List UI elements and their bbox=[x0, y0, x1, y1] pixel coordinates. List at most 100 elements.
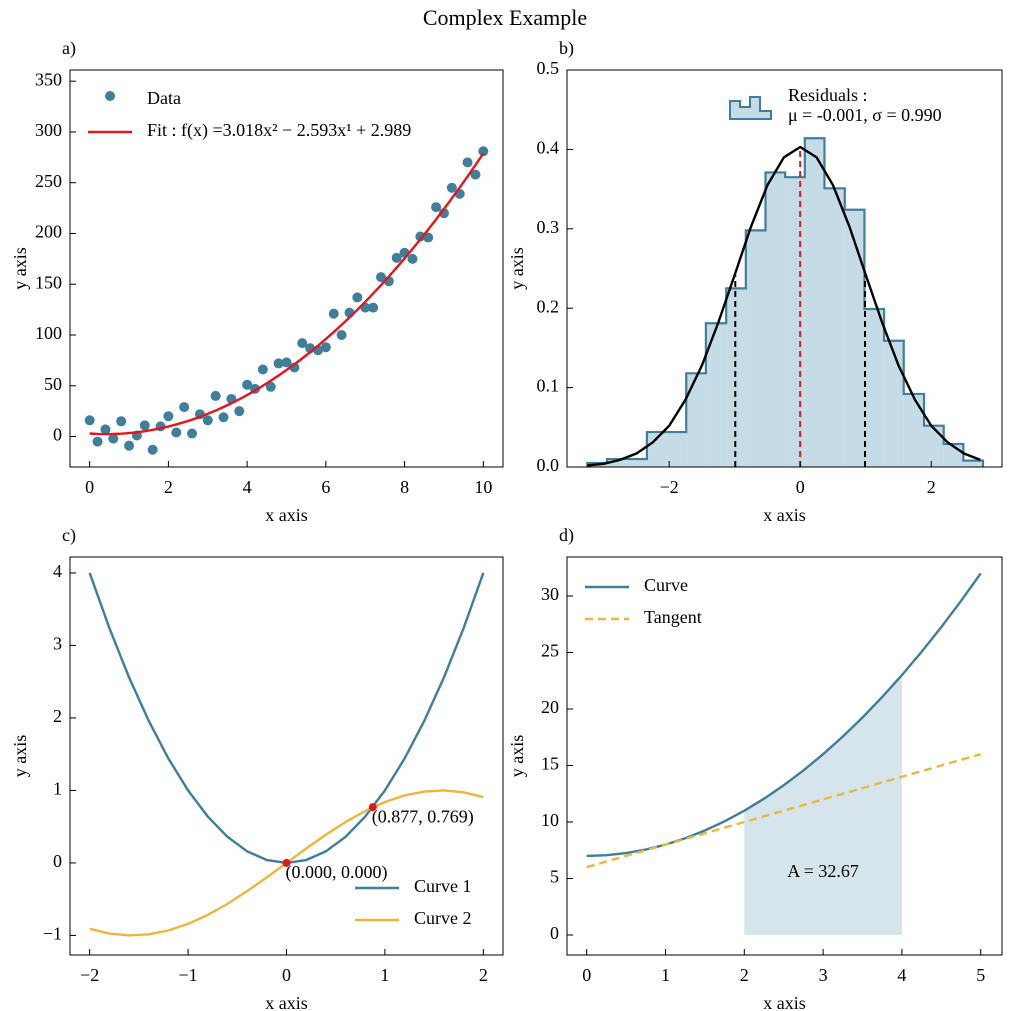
panel-label: b) bbox=[559, 38, 574, 59]
x-tick-label: −2 bbox=[660, 477, 679, 497]
point-label: (0.877, 0.769) bbox=[372, 806, 474, 827]
annotation: A = 32.67 bbox=[787, 861, 859, 881]
axes-frame bbox=[566, 556, 1003, 956]
scatter-point bbox=[210, 390, 221, 401]
scatter-point bbox=[391, 252, 402, 263]
x-axis-label: x axis bbox=[763, 505, 806, 525]
scatter-point bbox=[84, 415, 95, 426]
x-axis-label: x axis bbox=[763, 993, 806, 1011]
scatter-point bbox=[265, 381, 276, 392]
hist-bar bbox=[963, 460, 984, 467]
y-axis-label: y axis bbox=[10, 247, 30, 290]
hist-bar bbox=[646, 432, 667, 467]
y-axis-label: y axis bbox=[507, 247, 527, 290]
line bbox=[586, 753, 982, 869]
plot-area bbox=[586, 137, 985, 467]
legend-patch bbox=[729, 96, 772, 120]
scatter-point bbox=[139, 420, 150, 431]
hist-bar bbox=[785, 177, 805, 467]
hist-bar bbox=[844, 209, 865, 467]
hist-bar bbox=[804, 138, 825, 467]
hist-bar bbox=[924, 425, 944, 467]
hist-bar bbox=[903, 393, 925, 467]
x-tick-label: −1 bbox=[179, 965, 198, 985]
scatter-point bbox=[202, 415, 213, 426]
legend-marker bbox=[105, 91, 115, 101]
x-tick-label: 4 bbox=[897, 965, 906, 985]
scatter-point bbox=[171, 427, 182, 438]
y-tick-label: 5 bbox=[550, 867, 559, 887]
line bbox=[89, 152, 485, 436]
scatter-point bbox=[462, 157, 473, 168]
x-tick-label: 0 bbox=[282, 965, 291, 985]
x-tick-label: 3 bbox=[819, 965, 828, 985]
scatter-point bbox=[92, 436, 103, 447]
x-tick-label: 1 bbox=[661, 965, 670, 985]
y-tick-label: −1 bbox=[43, 924, 62, 944]
x-tick-label: −2 bbox=[80, 965, 99, 985]
hist-outline bbox=[586, 137, 985, 467]
legend-label: Data bbox=[147, 88, 181, 108]
y-tick-label: 250 bbox=[35, 171, 62, 191]
legend-label: Tangent bbox=[644, 607, 702, 627]
scatter-point bbox=[218, 412, 229, 423]
y-axis-label: y axis bbox=[10, 735, 30, 778]
y-tick-label: 300 bbox=[35, 120, 62, 140]
y-tick-label: 350 bbox=[35, 69, 62, 89]
x-tick-label: 2 bbox=[740, 965, 749, 985]
legend-label: Curve 1 bbox=[414, 876, 472, 896]
axes-frame bbox=[69, 556, 504, 956]
scatter-point bbox=[415, 231, 426, 242]
y-tick-label: 10 bbox=[541, 810, 559, 830]
scatter-point bbox=[242, 379, 253, 390]
y-tick-label: 20 bbox=[541, 697, 559, 717]
plot-area bbox=[586, 572, 982, 935]
scatter-point bbox=[407, 253, 418, 264]
hist-bar bbox=[726, 288, 746, 467]
y-tick-label: 25 bbox=[541, 641, 559, 661]
scatter-point bbox=[478, 146, 489, 157]
y-axis-label: y axis bbox=[507, 735, 527, 778]
x-tick-label: 0 bbox=[796, 477, 805, 497]
x-tick-label: 0 bbox=[582, 965, 591, 985]
scatter-point bbox=[273, 358, 284, 369]
hist-bar bbox=[884, 340, 904, 467]
x-tick-label: 5 bbox=[976, 965, 985, 985]
figure-title: Complex Example bbox=[423, 5, 587, 30]
x-tick-label: 6 bbox=[321, 477, 330, 497]
scatter-point bbox=[297, 338, 308, 349]
y-tick-label: 50 bbox=[44, 374, 62, 394]
scatter-point bbox=[257, 364, 268, 375]
scatter-point bbox=[179, 402, 190, 413]
hist-bar bbox=[666, 432, 687, 467]
y-tick-label: 2 bbox=[53, 706, 62, 726]
y-tick-label: 4 bbox=[53, 561, 62, 581]
panel-label: c) bbox=[62, 525, 76, 546]
legend-label: Curve 2 bbox=[414, 908, 472, 928]
y-tick-label: 0.2 bbox=[537, 296, 560, 316]
legend-label: Curve bbox=[644, 575, 688, 595]
scatter-point bbox=[147, 444, 158, 455]
y-tick-label: 0 bbox=[53, 425, 62, 445]
scatter-point bbox=[281, 357, 292, 368]
y-tick-label: 100 bbox=[35, 323, 62, 343]
scatter-point bbox=[328, 308, 339, 319]
hist-bar bbox=[765, 172, 786, 467]
x-axis-label: x axis bbox=[265, 505, 308, 525]
hist-bar bbox=[864, 308, 885, 467]
y-tick-label: 0.3 bbox=[537, 217, 560, 237]
scatter-point bbox=[375, 272, 386, 283]
x-tick-label: 1 bbox=[380, 965, 389, 985]
x-tick-label: 10 bbox=[474, 477, 492, 497]
panel-label: d) bbox=[559, 525, 574, 546]
scatter-point bbox=[234, 406, 245, 417]
y-tick-label: 150 bbox=[35, 272, 62, 292]
scatter-point bbox=[368, 302, 379, 313]
scatter-point bbox=[100, 424, 111, 435]
point-label: (0.000, 0.000) bbox=[286, 862, 388, 883]
scatter-point bbox=[352, 292, 363, 303]
axes-frame bbox=[566, 69, 1003, 468]
scatter-point bbox=[446, 182, 457, 193]
hist-bar bbox=[745, 230, 766, 467]
